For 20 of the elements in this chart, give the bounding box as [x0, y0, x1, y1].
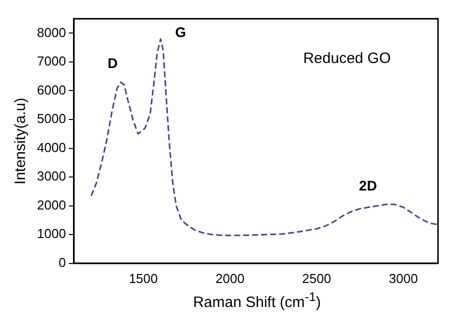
x-tick-label: 2000	[215, 270, 244, 286]
y-tick-label: 2000	[37, 197, 66, 212]
y-tick-label: 1000	[37, 226, 66, 242]
annotation: D	[108, 54, 118, 71]
y-tick-label: 4000	[37, 140, 66, 155]
y-tick-label: 0	[58, 254, 66, 270]
y-tick-label: 7000	[37, 54, 66, 69]
x-tick-label: 3000	[388, 270, 418, 286]
x-tick-label: 2500	[302, 270, 332, 286]
y-axis-title: Intensity(a.u)	[12, 98, 30, 184]
x-axis-title: Raman Shift (cm$^{-1}$)	[192, 290, 322, 311]
annotation: 2D	[359, 177, 377, 194]
line-series	[90, 38, 438, 236]
y-tick-label: 5000	[37, 111, 66, 126]
x-tick-label: 1500	[128, 270, 158, 286]
y-tick-label: 6000	[37, 82, 66, 98]
annotation: G	[175, 24, 186, 40]
y-tick-label: 8000	[37, 24, 66, 40]
annotation: Reduced GO	[303, 50, 391, 67]
y-tick-label: 3000	[37, 168, 66, 184]
